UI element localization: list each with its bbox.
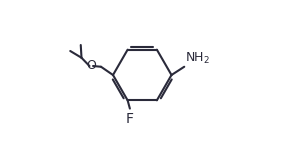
Text: NH$_2$: NH$_2$ bbox=[185, 51, 210, 66]
Text: O: O bbox=[86, 60, 96, 72]
Text: F: F bbox=[126, 112, 134, 126]
